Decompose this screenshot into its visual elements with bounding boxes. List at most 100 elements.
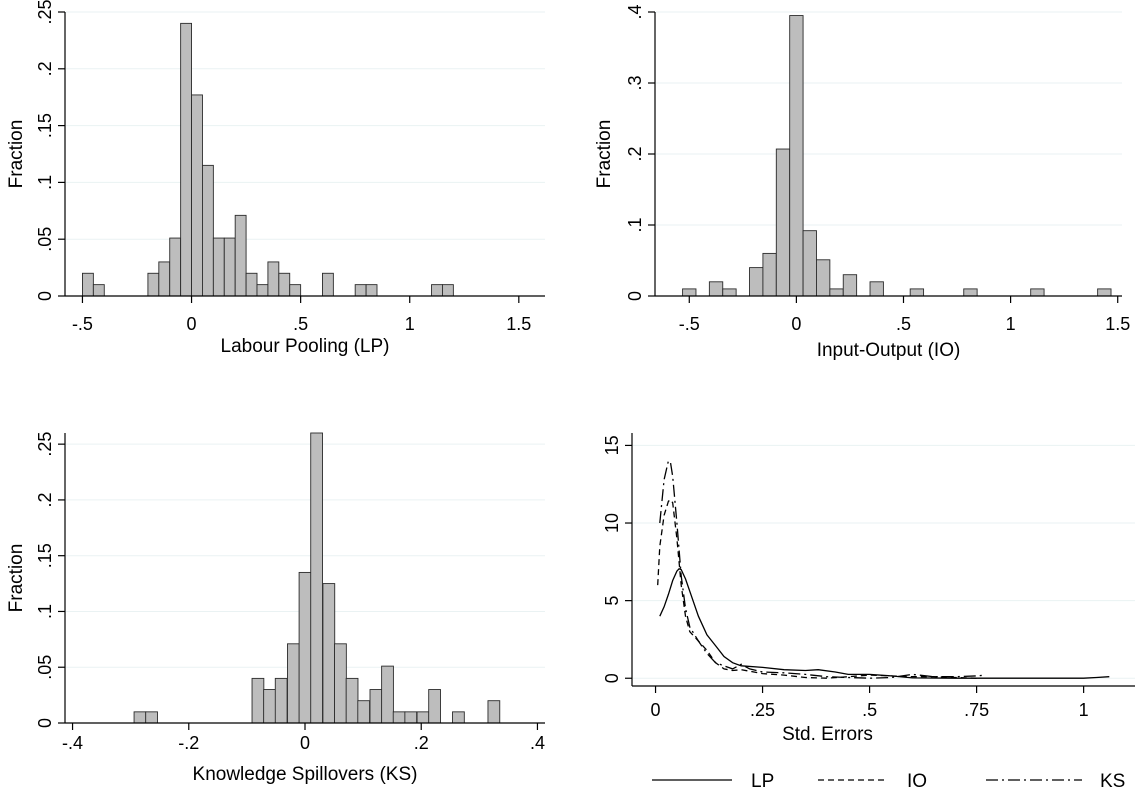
histogram-bar xyxy=(245,272,258,297)
histogram-bar xyxy=(722,288,737,297)
histogram-bar xyxy=(487,700,501,724)
y-tick-label: .2 xyxy=(625,146,645,161)
x-tick-label: .5 xyxy=(896,314,911,334)
y-tick-label: .2 xyxy=(35,492,55,507)
y-tick-label: .05 xyxy=(35,655,55,680)
histogram-bar xyxy=(431,284,443,297)
x-tick-label: -.2 xyxy=(178,733,199,753)
x-axis-label: Knowledge Spillovers (KS) xyxy=(193,764,418,785)
series-line-lp xyxy=(659,568,1110,679)
histogram-bar xyxy=(256,284,269,297)
histogram-bar xyxy=(775,148,791,297)
histogram-bar xyxy=(909,288,925,297)
histogram-bar xyxy=(1097,288,1112,297)
x-tick-label: .75 xyxy=(964,700,989,720)
histogram-bar xyxy=(92,284,105,297)
y-tick-label: 0 xyxy=(35,718,55,728)
x-tick-label: -.5 xyxy=(72,314,93,334)
histogram-bar xyxy=(289,284,302,297)
y-tick-label: .2 xyxy=(35,61,55,76)
histogram-bar xyxy=(802,230,817,297)
y-tick-label: 10 xyxy=(602,513,622,533)
histogram-bar xyxy=(82,272,94,297)
histogram-bar xyxy=(829,288,844,297)
histogram-bar xyxy=(452,711,465,724)
y-tick-label: 15 xyxy=(602,435,622,455)
y-tick-label: .05 xyxy=(35,227,55,252)
y-tick-label: 0 xyxy=(35,291,55,301)
x-tick-label: 0 xyxy=(187,314,197,334)
x-tick-label: 1 xyxy=(1006,314,1016,334)
x-tick-label: 1.5 xyxy=(1105,314,1130,334)
histogram-bar xyxy=(287,643,300,724)
histogram-bar xyxy=(842,274,858,297)
histogram-bar xyxy=(169,237,182,297)
histogram-bar xyxy=(816,259,831,297)
legend-label-io: IO xyxy=(907,771,927,792)
series-line-ks xyxy=(659,459,986,679)
series-line-io xyxy=(657,498,977,679)
chart-panel-2: -.5 0 .5 1 1.5 0 .1 .2 .3 .4 Input-Output (IO) Frac… xyxy=(594,4,1130,361)
y-tick-label: .15 xyxy=(35,543,55,568)
histogram-bar xyxy=(789,15,804,297)
histogram-bar xyxy=(869,281,884,297)
y-axis-label: Fraction xyxy=(6,120,27,189)
histogram-bar xyxy=(365,284,378,297)
x-tick-label: .4 xyxy=(530,733,545,753)
y-tick-label: .1 xyxy=(35,604,55,619)
y-tick-label: .4 xyxy=(625,4,645,19)
chart-panel-1: -.5 0 .5 1 1.5 0 .05 .1 .15 .2 .25 Labour Pooling (… xyxy=(6,0,545,357)
x-axis-label: Input-Output (IO) xyxy=(817,340,961,361)
histogram-bar xyxy=(357,700,371,724)
y-tick-label: .1 xyxy=(35,175,55,190)
histogram-bar xyxy=(212,237,225,297)
histogram-bar xyxy=(392,711,406,724)
x-tick-label: 0 xyxy=(300,733,310,753)
histogram-bar xyxy=(404,711,418,724)
histogram-bar xyxy=(416,711,430,724)
y-tick-label: .1 xyxy=(625,217,645,232)
histogram-bar xyxy=(147,272,160,297)
x-tick-label: 0 xyxy=(651,700,661,720)
histogram-bar xyxy=(322,583,336,724)
histogram-bar xyxy=(274,677,288,724)
histogram-bar xyxy=(963,288,978,297)
y-tick-label: 0 xyxy=(602,673,622,683)
x-tick-label: 1 xyxy=(1079,700,1089,720)
y-tick-label: .25 xyxy=(35,0,55,25)
histogram-bar xyxy=(682,288,697,297)
histogram-bar xyxy=(345,677,359,724)
histogram-bar xyxy=(310,432,323,724)
histogram-bar xyxy=(223,237,236,297)
histogram-bar xyxy=(428,689,441,724)
histogram-bar xyxy=(369,689,383,724)
y-tick-label: 5 xyxy=(602,596,622,606)
legend-label-lp: LP xyxy=(751,771,774,792)
histogram-bar xyxy=(298,571,312,724)
y-tick-label: 0 xyxy=(625,291,645,301)
histogram-bar xyxy=(145,711,158,724)
y-axis-label: Fraction xyxy=(6,544,27,613)
histogram-bar xyxy=(381,665,394,724)
histogram-bar xyxy=(191,94,203,297)
x-tick-label: .25 xyxy=(750,700,775,720)
x-tick-label: 0 xyxy=(791,314,801,334)
histogram-bar xyxy=(278,272,291,297)
histogram-bar xyxy=(267,261,280,297)
histogram-bar xyxy=(334,643,347,724)
histogram-bar xyxy=(354,284,367,297)
histogram-bar xyxy=(251,677,265,724)
y-tick-label: .25 xyxy=(35,432,55,457)
histogram-bar xyxy=(234,214,247,297)
histogram-bar xyxy=(202,164,214,297)
x-tick-label: .5 xyxy=(862,700,877,720)
x-axis-label: Labour Pooling (LP) xyxy=(221,336,390,357)
x-tick-label: .5 xyxy=(293,314,308,334)
histogram-bar xyxy=(442,284,454,297)
x-tick-label: .2 xyxy=(414,733,429,753)
x-tick-label: 1 xyxy=(405,314,415,334)
y-tick-label: .15 xyxy=(35,113,55,138)
x-tick-label: -.4 xyxy=(62,733,83,753)
